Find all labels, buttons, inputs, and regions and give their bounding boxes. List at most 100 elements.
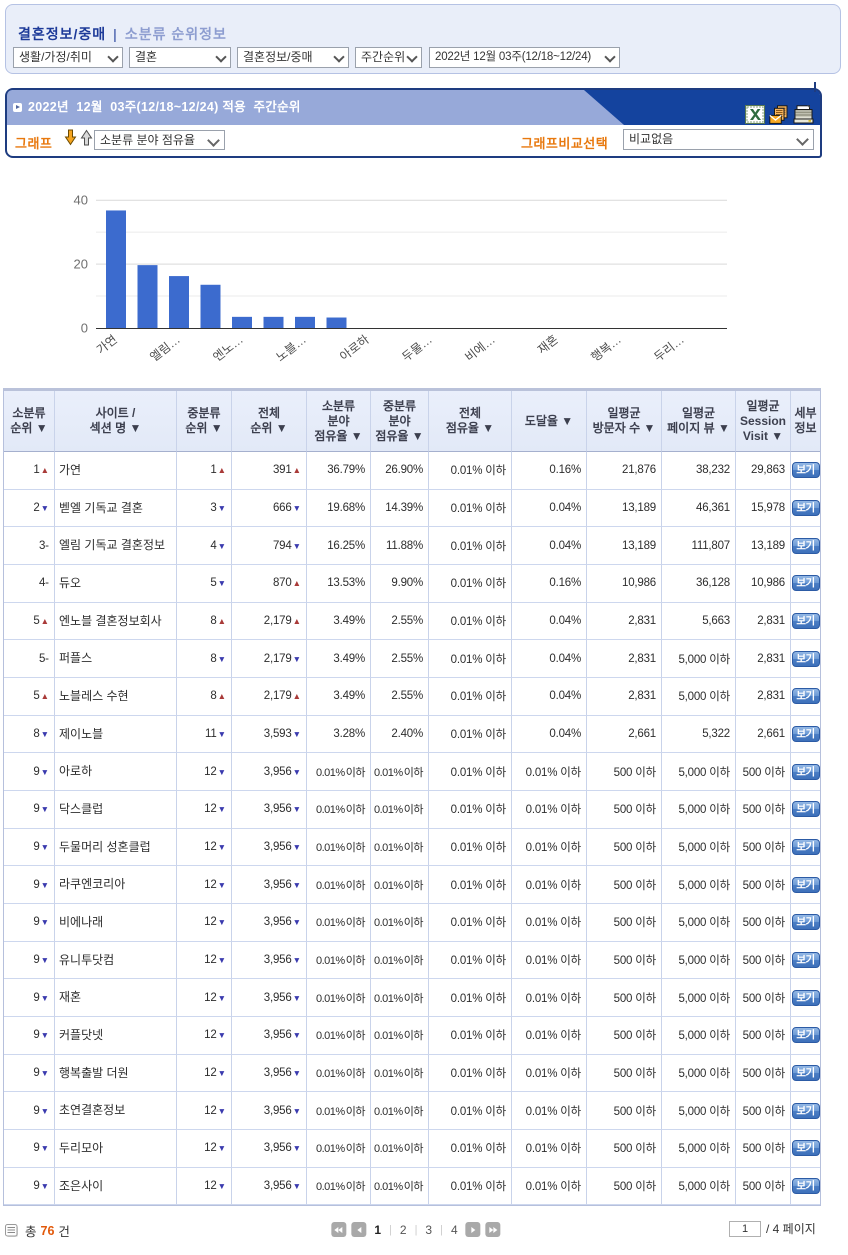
view-button[interactable]: 보기 <box>791 801 820 818</box>
view-button[interactable]: 보기 <box>791 914 820 931</box>
cell-site-name[interactable]: 비에나래 <box>55 904 177 942</box>
view-button[interactable]: 보기 <box>791 989 820 1006</box>
cell-all-share: 0.01% 이하 <box>429 489 512 528</box>
column-header-10[interactable]: 일평균 페이지 뷰 ▼ <box>662 391 736 452</box>
view-button[interactable]: 보기 <box>791 650 820 667</box>
view-button[interactable]: 보기 <box>791 1140 820 1157</box>
cell-site-name[interactable]: 조은사이 <box>55 1167 177 1206</box>
view-button[interactable]: 보기 <box>791 726 820 743</box>
cell-site-name[interactable]: 엘림 기독교 결혼정보 <box>55 527 177 566</box>
cell-sub-share: 3.49% <box>307 678 371 716</box>
cell-pageviews: 5,000 이하 <box>662 1017 736 1055</box>
column-header-8[interactable]: 도달율 ▼ <box>512 391 587 452</box>
cell-site-name[interactable]: 듀오 <box>55 565 177 603</box>
view-button[interactable]: 보기 <box>791 952 820 969</box>
cell-reach: 0.04% <box>512 602 587 641</box>
select-period-type[interactable]: 주간순위 <box>355 47 422 68</box>
total-prefix: 총 <box>25 1225 37 1239</box>
select-week[interactable]: 2022년 12월 03주(12/18~12/24) <box>429 47 620 68</box>
cell-site-name[interactable]: 두물머리 성혼클럽 <box>55 828 177 867</box>
view-button[interactable]: 보기 <box>791 1102 820 1119</box>
view-button[interactable]: 보기 <box>791 763 820 780</box>
column-header-2[interactable]: 사이트 / 섹션 명 ▼ <box>55 391 177 452</box>
cell-site-name[interactable]: 커플닷넷 <box>55 1017 177 1055</box>
cell-sub-rank: 8 ▼ <box>4 715 55 754</box>
bar[interactable] <box>200 284 221 328</box>
view-button[interactable]: 보기 <box>791 575 820 592</box>
column-header-6[interactable]: 중분류 분야 점유율 ▼ <box>371 391 429 452</box>
column-header-9[interactable]: 일평균 방문자 수 ▼ <box>587 391 662 452</box>
next-page-button[interactable] <box>465 1222 481 1237</box>
y-axis-label: 0 <box>81 321 88 336</box>
page-number-1[interactable]: 1 <box>374 1222 382 1237</box>
bar[interactable] <box>263 316 284 328</box>
page-number-2[interactable]: 2 <box>399 1222 407 1237</box>
mail-icon[interactable] <box>769 105 789 124</box>
page-number-4[interactable]: 4 <box>450 1222 458 1237</box>
view-button[interactable]: 보기 <box>791 1065 820 1082</box>
column-header-5[interactable]: 소분류 분야 점유율 ▼ <box>307 391 371 452</box>
cell-site-name[interactable]: 벧엘 기독교 결혼 <box>55 489 177 528</box>
cell-site-name[interactable]: 행복출발 더원 <box>55 1054 177 1093</box>
cell-sessions: 500 이하 <box>736 941 791 980</box>
column-header-3[interactable]: 중분류 순위 ▼ <box>177 391 232 452</box>
print-icon[interactable] <box>793 105 814 124</box>
cell-all-share: 0.01% 이하 <box>429 979 512 1018</box>
cell-site-name[interactable]: 재혼 <box>55 979 177 1018</box>
prev-page-button[interactable] <box>351 1222 367 1237</box>
select-mid-category[interactable]: 결혼 <box>129 47 231 68</box>
view-button[interactable]: 보기 <box>791 462 820 479</box>
cell-sessions: 2,831 <box>736 602 791 641</box>
cell-site-name[interactable]: 엔노블 결혼정보회사 <box>55 602 177 641</box>
view-button[interactable]: 보기 <box>791 1027 820 1044</box>
cell-site-name[interactable]: 두리모아 <box>55 1130 177 1168</box>
cell-site-name[interactable]: 아로하 <box>55 753 177 792</box>
column-header-7[interactable]: 전체 점유율 ▼ <box>429 391 512 452</box>
view-button[interactable]: 보기 <box>791 500 820 516</box>
arrow-up-icon[interactable] <box>80 129 93 146</box>
view-button[interactable]: 보기 <box>791 1178 820 1195</box>
rank-value: 3 <box>38 539 46 552</box>
cell-total-rank: 3,956 ▼ <box>232 866 307 905</box>
excel-icon[interactable] <box>745 105 765 124</box>
rank-value: 2,179 <box>263 615 292 628</box>
bar[interactable] <box>169 276 189 328</box>
view-button[interactable]: 보기 <box>791 876 820 893</box>
cell-detail: 보기 <box>791 979 820 1018</box>
cell-pageviews: 46,361 <box>662 489 736 528</box>
view-button[interactable]: 보기 <box>791 537 820 554</box>
cell-site-name[interactable]: 제이노블 <box>55 715 177 754</box>
cell-site-name[interactable]: 라쿠엔코리아 <box>55 866 177 905</box>
first-page-button[interactable] <box>331 1222 347 1237</box>
cell-site-name[interactable]: 초연결혼정보 <box>55 1092 177 1131</box>
cell-site-name[interactable]: 유니투닷컴 <box>55 941 177 980</box>
view-button[interactable]: 보기 <box>791 839 820 856</box>
bar[interactable] <box>106 210 126 328</box>
cell-site-name[interactable]: 퍼플스 <box>55 640 177 679</box>
column-header-12[interactable]: 세부 정보 <box>791 391 820 452</box>
bar[interactable] <box>137 265 158 328</box>
select-top-category[interactable]: 생활/가정/취미 <box>13 47 123 68</box>
arrow-down-icon[interactable] <box>64 129 77 146</box>
rank-value: 4 <box>210 539 217 552</box>
compare-select[interactable]: 비교없음 <box>623 129 814 150</box>
cell-detail: 보기 <box>791 1092 820 1131</box>
bar[interactable] <box>232 316 252 328</box>
bar[interactable] <box>295 316 315 328</box>
last-page-button[interactable] <box>485 1222 501 1237</box>
view-button[interactable]: 보기 <box>791 688 820 705</box>
column-header-4[interactable]: 전체 순위 ▼ <box>232 391 307 452</box>
page-input[interactable] <box>729 1220 761 1237</box>
cell-site-name[interactable]: 닥스클럽 <box>55 791 177 829</box>
select-sub-category[interactable]: 결혼정보/중매 <box>237 47 349 68</box>
column-header-11[interactable]: 일평균 Session Visit ▼ <box>736 391 791 452</box>
cell-sessions: 500 이하 <box>736 791 791 829</box>
page-number-3[interactable]: 3 <box>425 1222 433 1237</box>
graph-type-select[interactable]: 소분류 분야 점유율 <box>94 130 225 150</box>
view-button[interactable]: 보기 <box>791 613 820 630</box>
column-header-1[interactable]: 소분류 순위 ▼ <box>4 391 55 452</box>
cell-mid-share: 0.01% 이하 <box>371 791 429 829</box>
cell-site-name[interactable]: 노블레스 수현 <box>55 678 177 716</box>
cell-site-name[interactable]: 가연 <box>55 452 177 490</box>
bar[interactable] <box>326 317 347 328</box>
